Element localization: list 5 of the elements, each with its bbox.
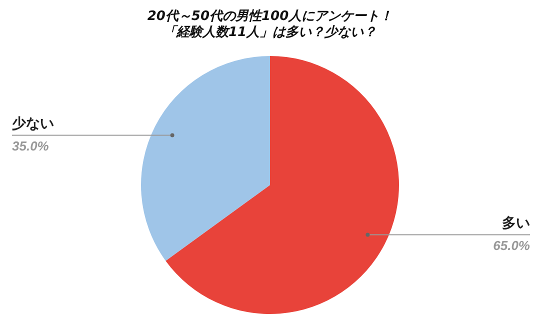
slice-label: 多い bbox=[502, 215, 530, 232]
chart-title: 20代～50代の男性100人にアンケート！「経験人数11人」は多い？少ない？ bbox=[146, 9, 394, 41]
data-label: 65.0% bbox=[493, 238, 530, 253]
slice-label: 少ない bbox=[12, 116, 54, 132]
data-label: 35.0% bbox=[12, 138, 50, 154]
